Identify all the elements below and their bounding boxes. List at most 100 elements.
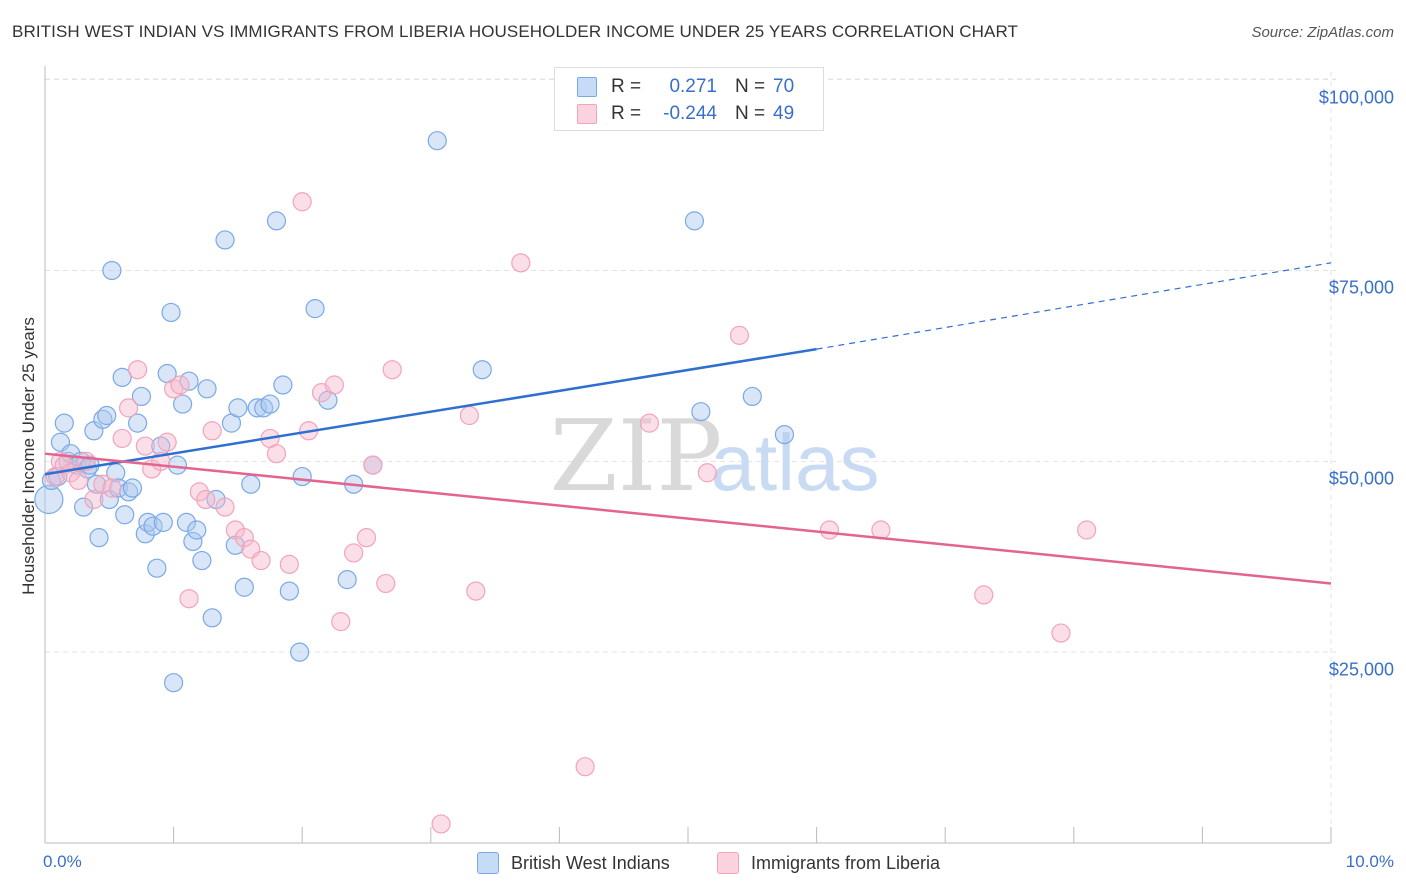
data-point [61, 444, 81, 464]
data-point [292, 192, 312, 212]
data-point [344, 543, 364, 563]
data-point [742, 386, 762, 407]
legend-r-label: R = [611, 76, 642, 97]
data-point [202, 421, 222, 441]
data-point [305, 299, 325, 319]
data-point [112, 428, 132, 449]
gridlines [45, 72, 1336, 843]
data-point [279, 581, 299, 601]
data-point [247, 398, 267, 418]
data-point [138, 512, 158, 532]
data-point [102, 478, 122, 498]
chart-title: BRITISH WEST INDIAN VS IMMIGRANTS FROM L… [12, 22, 1019, 41]
trend-line-blue-extension [816, 262, 1332, 350]
watermark: ZIP atlas [550, 400, 880, 514]
data-point [108, 478, 128, 498]
data-point [122, 478, 143, 498]
data-point [466, 581, 486, 601]
data-point [192, 550, 212, 571]
data-point [974, 585, 994, 605]
data-point [161, 302, 181, 323]
bottom-legend-label-1: British West Indians [511, 852, 670, 873]
data-point [431, 814, 451, 834]
data-point [86, 474, 107, 494]
y-axis-label: Householder Income Under 25 years [19, 317, 38, 595]
data-point [147, 558, 167, 578]
legend-n-value: 70 [773, 76, 795, 97]
data-point [356, 528, 377, 548]
data-point [170, 375, 190, 395]
x-tick-label-max: 10.0% [1345, 852, 1394, 871]
data-point [575, 757, 595, 777]
watermark-atlas: atlas [711, 418, 880, 507]
data-point [684, 211, 705, 231]
data-point [697, 463, 717, 483]
data-point [241, 474, 261, 494]
data-point [691, 402, 711, 422]
data-point [729, 325, 750, 345]
data-point [84, 489, 104, 510]
data-point [215, 497, 235, 517]
source-credit: Source: ZipAtlas.com [1251, 24, 1394, 41]
data-point [68, 470, 89, 491]
data-point [819, 520, 840, 540]
data-point [54, 413, 74, 433]
data-point [290, 642, 310, 662]
data-point [173, 394, 193, 414]
bottom-legend-swatch-blue [477, 852, 499, 874]
data-point [73, 497, 94, 517]
data-point [131, 386, 152, 407]
data-point [176, 512, 197, 532]
data-point [215, 230, 235, 250]
data-point [127, 360, 148, 380]
data-point [118, 398, 139, 418]
legend-row-2: R = -0.244 N = 49 [577, 101, 794, 127]
data-point [189, 482, 209, 502]
data-point [196, 489, 216, 510]
bottom-legend-label-2: Immigrants from Liberia [751, 852, 941, 873]
data-point [127, 413, 148, 433]
data-point [202, 608, 222, 628]
data-point [382, 360, 402, 380]
data-point [143, 516, 163, 536]
y-tick-label: $25,000 [1328, 659, 1394, 680]
data-point [292, 466, 312, 487]
legend-row-1: R = 0.271 N = 70 [577, 74, 794, 100]
data-point [511, 253, 531, 273]
legend-swatch-blue [577, 77, 597, 97]
data-point [183, 531, 203, 552]
data-point [363, 455, 383, 475]
legend-n-label: N = [735, 103, 766, 124]
data-point [228, 398, 248, 418]
legend-n-value: 49 [773, 103, 795, 124]
bottom-legend-item-1: British West Indians [477, 852, 670, 874]
trend-line-blue [44, 347, 817, 476]
data-point [89, 528, 109, 548]
data-point [639, 413, 660, 433]
series-british-west-indians [34, 131, 795, 693]
y-tick-label: $50,000 [1328, 468, 1394, 489]
y-tick-label: $75,000 [1328, 277, 1394, 298]
data-point [164, 673, 184, 693]
watermark-zip: ZIP [550, 400, 723, 514]
legend-r-value: -0.244 [663, 103, 717, 124]
data-point [157, 432, 177, 452]
data-point [234, 577, 254, 597]
data-point [337, 570, 357, 590]
data-point [266, 211, 287, 231]
data-point [234, 528, 254, 548]
data-point [153, 512, 173, 532]
legend-r-value: 0.271 [669, 76, 717, 97]
data-point [472, 360, 492, 380]
legend-n-label: N = [735, 76, 766, 97]
y-tick-label: $100,000 [1318, 87, 1394, 108]
data-point [187, 520, 207, 540]
data-point [376, 573, 396, 594]
trend-line-pink [44, 452, 1332, 585]
data-point [179, 589, 199, 609]
data-point [273, 375, 293, 395]
trend-lines [44, 262, 1332, 585]
data-point [251, 550, 271, 571]
data-point [102, 260, 122, 281]
